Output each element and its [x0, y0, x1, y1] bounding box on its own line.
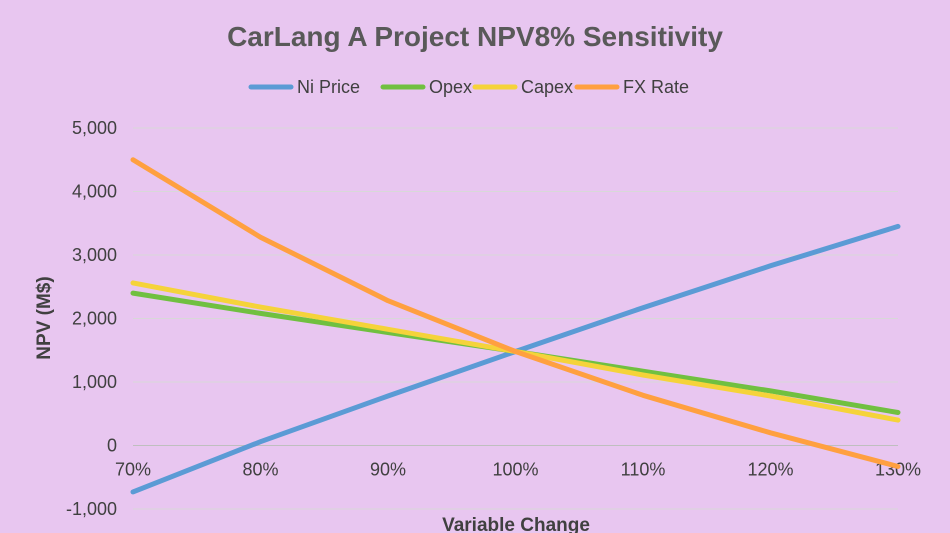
y-axis-ticks: -1,000 0 1,000 2,000 3,000 4,000 5,000: [66, 118, 117, 519]
series-line-ni-price: [130, 223, 901, 495]
legend-item-ni-price: Ni Price: [248, 77, 360, 97]
x-tick-label: 120%: [747, 460, 793, 480]
x-tick-label: 110%: [621, 460, 666, 480]
legend-label: Ni Price: [297, 77, 360, 97]
gridlines: [133, 127, 898, 510]
series-line-fx-rate: [130, 157, 901, 469]
x-tick-label: 80%: [242, 460, 278, 480]
x-tick-label: 70%: [115, 460, 151, 480]
y-tick-label: 4,000: [72, 182, 117, 202]
series-lines: [130, 157, 901, 495]
y-tick-label: -1,000: [66, 499, 117, 519]
x-axis-ticks: 70% 80% 90% 100% 110% 120% 130%: [115, 460, 921, 480]
y-tick-label: 1,000: [72, 372, 117, 392]
y-tick-label: 3,000: [72, 245, 117, 265]
y-tick-label: 0: [107, 436, 117, 456]
legend-label: Opex: [429, 77, 472, 97]
y-tick-label: 5,000: [72, 118, 117, 138]
x-axis-title: Variable Change: [442, 515, 590, 533]
legend: Ni Price Opex Capex FX Rate: [248, 77, 689, 97]
chart-title: CarLang A Project NPV8% Sensitivity: [227, 21, 723, 52]
legend-item-fx-rate: FX Rate: [574, 77, 689, 97]
x-tick-label: 100%: [492, 460, 538, 480]
legend-label: Capex: [521, 77, 573, 97]
y-axis-title: NPV (M$): [34, 276, 55, 359]
legend-label: FX Rate: [623, 77, 689, 97]
legend-item-capex: Capex: [472, 77, 573, 97]
y-tick-label: 2,000: [72, 309, 117, 329]
legend-item-opex: Opex: [380, 77, 472, 97]
x-tick-label: 90%: [370, 460, 406, 480]
